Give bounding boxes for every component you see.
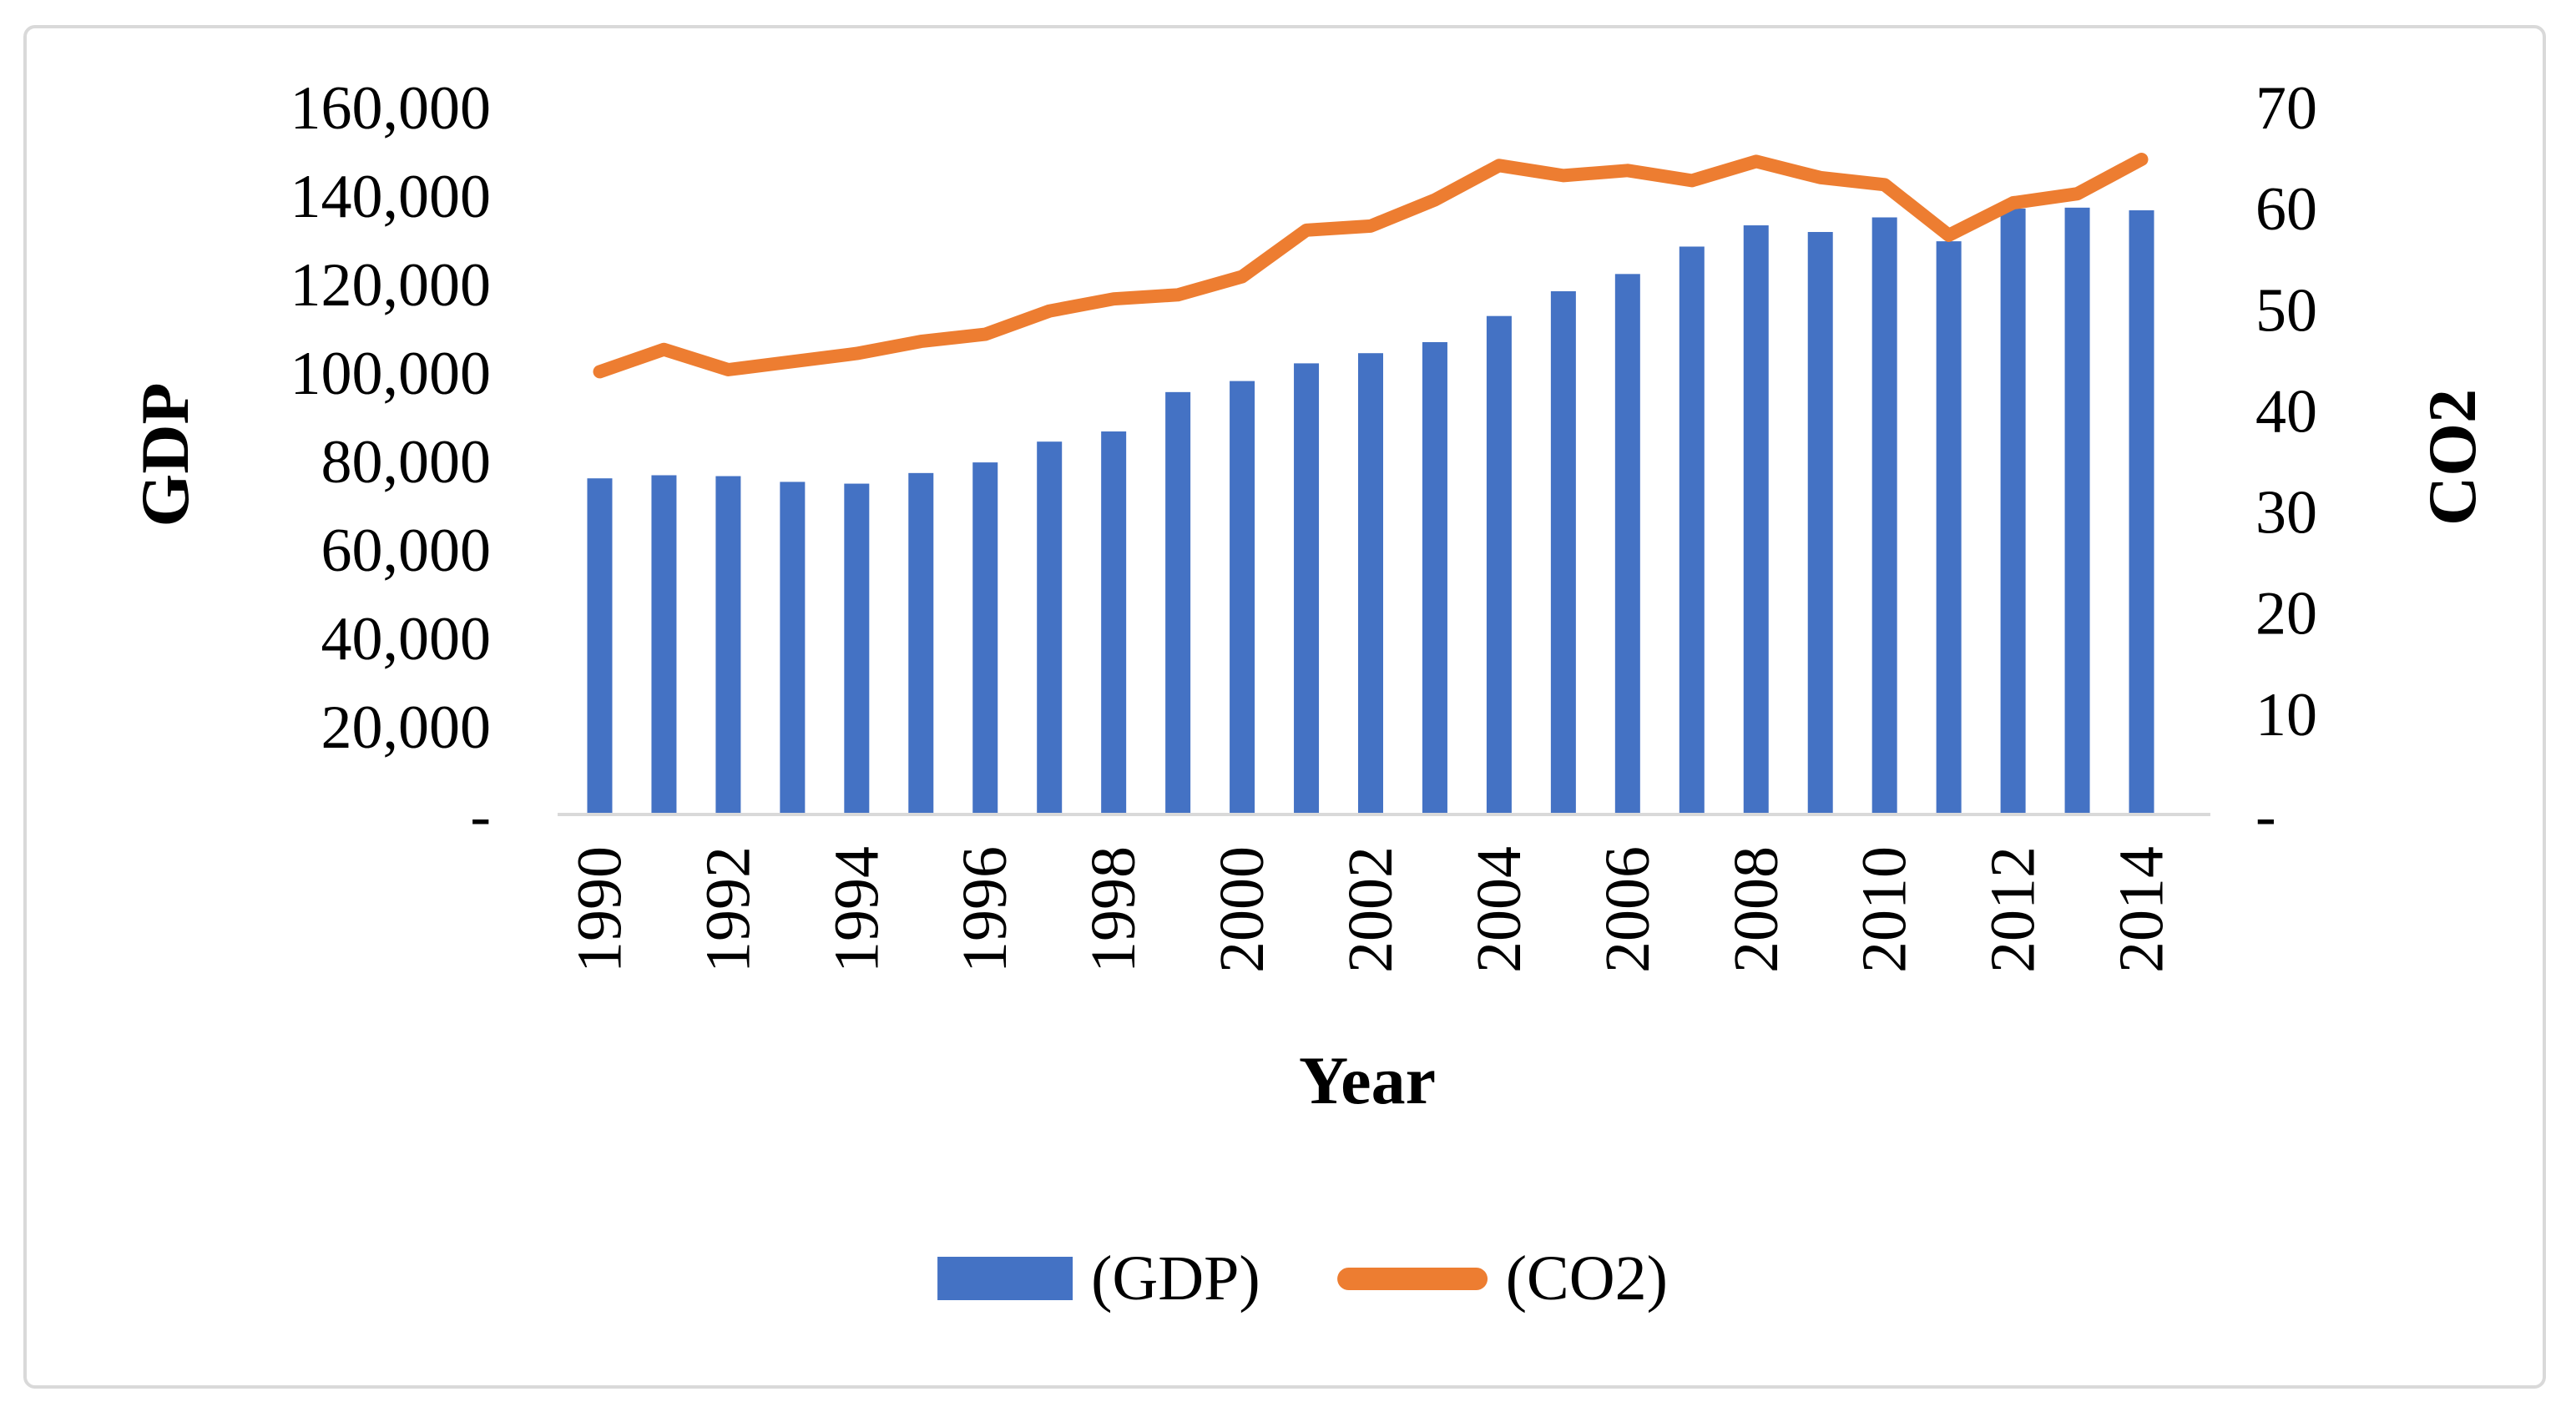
x-axis-tick-label: 1994 [821, 846, 891, 973]
right-axis-tick-label: 40 [2255, 377, 2317, 446]
gdp-bar [1936, 241, 1962, 813]
gdp-bar [1358, 353, 1383, 814]
gdp-bar [1230, 381, 1255, 814]
right-axis-tick-label: - [2255, 782, 2276, 850]
gdp-bar [1679, 246, 1705, 814]
gdp-bar [1165, 391, 1191, 813]
right-axis-tick-label: 20 [2255, 580, 2317, 648]
x-axis-tick-label: 2002 [1336, 846, 1406, 973]
left-axis-tick-label: 80,000 [321, 428, 492, 497]
gdp-bar [1871, 217, 1897, 813]
x-axis-tick-label: 1992 [693, 846, 763, 973]
legend-item-co2: (CO2) [1336, 1243, 1668, 1315]
x-axis-tick-label: 2010 [1850, 846, 1920, 973]
gdp-bar [780, 482, 806, 813]
x-axis-tick-label: 2012 [1978, 846, 2048, 973]
gdp-bar [1743, 225, 1769, 813]
left-axis-tick-label: 60,000 [321, 517, 492, 585]
left-axis-tick-label: 100,000 [290, 340, 492, 408]
x-axis-tick-label: 1990 [564, 846, 634, 973]
right-axis-tick-label: 10 [2255, 681, 2317, 749]
gdp-bar [2064, 207, 2090, 814]
right-axis-tick-label: 50 [2255, 276, 2317, 345]
legend: (GDP) (CO2) [937, 1237, 1668, 1320]
left-axis-tick-label: 20,000 [321, 693, 492, 762]
left-axis-tick-label: 40,000 [321, 605, 492, 673]
gdp-bar [1294, 363, 1320, 813]
x-axis-title: Year [1299, 1042, 1436, 1118]
x-axis-tick-label: 2004 [1464, 846, 1534, 973]
right-axis-title: CO2 [2414, 389, 2490, 526]
right-axis-tick-label: 30 [2255, 479, 2317, 547]
gdp-legend-swatch-icon [937, 1257, 1073, 1300]
gdp-bar [1486, 315, 1512, 813]
x-axis-tick-label: 2008 [1721, 846, 1791, 973]
x-axis-tick-label: 2000 [1207, 846, 1277, 973]
left-axis-title: GDP [127, 382, 203, 527]
gdp-legend-label: (GDP) [1091, 1243, 1260, 1314]
co2-legend-label: (CO2) [1505, 1243, 1668, 1314]
left-axis-tick-label: 120,000 [290, 251, 492, 320]
gdp-bar [2129, 210, 2154, 813]
x-axis-tick-label: 1998 [1078, 846, 1149, 973]
right-axis-tick-label: 70 [2255, 74, 2317, 143]
gdp-bar [1422, 341, 1447, 814]
left-axis-tick-label: 160,000 [290, 74, 492, 143]
gdp-bar [1101, 431, 1127, 813]
co2-line [593, 153, 2149, 379]
legend-item-gdp: (GDP) [937, 1243, 1260, 1315]
gdp-bar [908, 472, 934, 813]
gdp-bar [972, 462, 998, 813]
gdp-bar [587, 478, 613, 813]
gdp-bar [651, 475, 677, 813]
gdp-bar [1614, 274, 1640, 814]
co2-legend-swatch-icon [1336, 1267, 1488, 1290]
right-axis-tick-label: 60 [2255, 175, 2317, 244]
left-axis-tick-label: 140,000 [290, 163, 492, 231]
x-axis-tick-label: 2006 [1593, 846, 1663, 973]
gdp-bar [715, 476, 741, 813]
gdp-bar [1807, 231, 1833, 813]
gdp-bar [1550, 291, 1576, 813]
x-axis-tick-label: 2014 [2107, 846, 2177, 973]
left-axis-tick-label: - [470, 782, 491, 850]
gdp-bar [2000, 208, 2026, 813]
x-axis-tick-label: 1996 [950, 846, 1020, 973]
gdp-bar [844, 483, 870, 813]
gdp-bar [1037, 441, 1063, 813]
